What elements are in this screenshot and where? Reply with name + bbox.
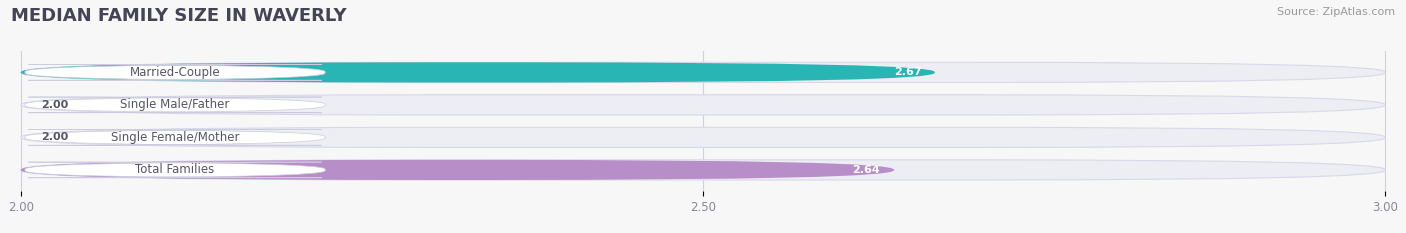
Text: 2.00: 2.00 — [41, 132, 69, 142]
FancyBboxPatch shape — [21, 95, 1385, 115]
FancyBboxPatch shape — [21, 127, 1385, 147]
Text: MEDIAN FAMILY SIZE IN WAVERLY: MEDIAN FAMILY SIZE IN WAVERLY — [11, 7, 347, 25]
FancyBboxPatch shape — [25, 97, 325, 113]
FancyBboxPatch shape — [21, 62, 1385, 82]
Text: Total Families: Total Families — [135, 163, 215, 176]
FancyBboxPatch shape — [21, 160, 1385, 180]
Text: Married-Couple: Married-Couple — [129, 66, 221, 79]
Text: Single Female/Mother: Single Female/Mother — [111, 131, 239, 144]
FancyBboxPatch shape — [25, 130, 325, 145]
Text: 2.00: 2.00 — [41, 100, 69, 110]
Text: Single Male/Father: Single Male/Father — [121, 98, 229, 111]
FancyBboxPatch shape — [21, 62, 935, 82]
FancyBboxPatch shape — [21, 160, 894, 180]
Text: 2.64: 2.64 — [852, 165, 880, 175]
FancyBboxPatch shape — [25, 65, 325, 80]
Text: Source: ZipAtlas.com: Source: ZipAtlas.com — [1277, 7, 1395, 17]
FancyBboxPatch shape — [25, 162, 325, 178]
Text: 2.67: 2.67 — [894, 67, 921, 77]
